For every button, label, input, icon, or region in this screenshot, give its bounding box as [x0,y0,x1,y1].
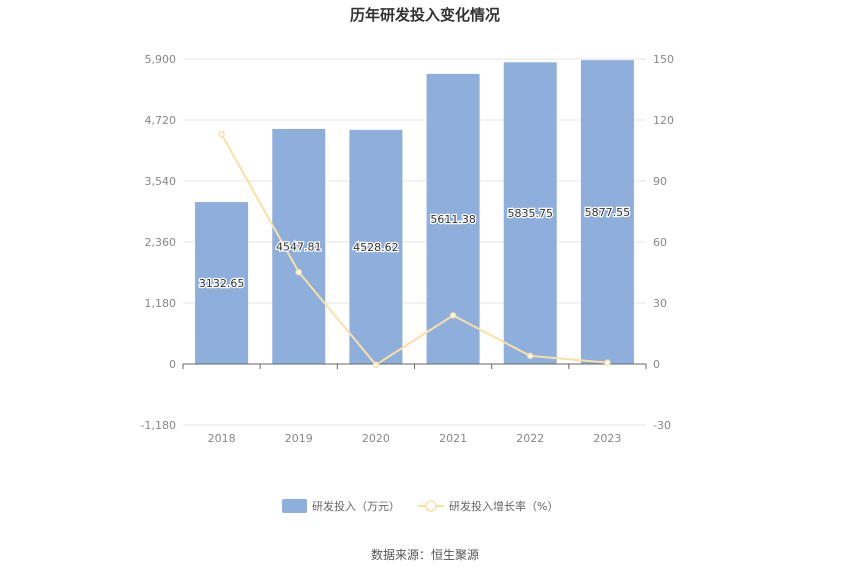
y-left-tick-label: 5,900 [145,53,177,66]
zero-axis-line [182,363,647,369]
x-tick-label: 2021 [439,432,467,445]
bar-series [195,60,634,364]
growth-line [220,133,608,367]
y-left-tick-label: 3,540 [145,175,177,188]
bar-data-label: 5877.55 [585,206,631,219]
line-point[interactable] [295,268,302,276]
legend-line-label: 研发投入增长率（%） [449,499,558,513]
line-point[interactable] [372,361,380,369]
x-tick-label: 2019 [285,432,313,445]
bar[interactable] [580,60,634,364]
x-tick-label: 2020 [362,432,390,445]
y-right-tick-label: 150 [653,53,674,66]
left-axis: -1,180 0 1,180 2,360 3,540 4,720 5,900 [141,53,176,432]
y-left-tick-label: 4,720 [145,114,177,127]
y-right-tick-label: 60 [653,236,667,249]
legend-bar-swatch [282,499,307,513]
bar[interactable] [503,62,557,364]
grid [183,58,646,426]
bar-data-label: 4528.62 [353,241,399,254]
legend: 研发投入（万元） 研发投入增长率（%） [282,499,558,513]
x-tick-label: 2018 [208,432,236,445]
x-tick-label: 2023 [593,432,621,445]
line-point[interactable] [604,359,611,366]
x-tick-label: 2022 [516,432,544,445]
y-right-tick-label: -30 [653,419,671,432]
line-point[interactable] [449,312,457,319]
line-point[interactable] [218,130,225,138]
y-left-tick-label: 2,360 [145,236,177,249]
legend-line-marker [425,500,437,512]
legend-item-line[interactable]: 研发投入增长率（%） [418,499,558,513]
bar-labels: 3132.65 4547.81 4528.62 5611.38 5835.75 5877.… [198,205,632,291]
y-left-tick-label: 0 [169,358,176,371]
legend-item-bar[interactable]: 研发投入（万元） [282,499,400,513]
bar-data-label: 5611.38 [430,213,476,226]
y-right-tick-label: 120 [653,114,674,127]
x-axis: 2018 2019 2020 2021 2022 2023 [208,432,622,445]
y-left-tick-label: -1,180 [141,419,176,432]
y-right-tick-label: 30 [653,297,667,310]
legend-bar-label: 研发投入（万元） [312,499,400,513]
y-left-tick-label: 1,180 [145,297,177,310]
line-point[interactable] [527,352,534,360]
bar[interactable] [195,202,249,364]
bar-data-label: 4547.81 [276,240,322,253]
data-source: 数据来源：恒生聚源 [371,547,479,562]
bar[interactable] [272,128,326,364]
y-right-tick-label: 90 [653,175,667,188]
y-right-tick-label: 0 [653,358,660,371]
bar-data-label: 3132.65 [199,277,245,290]
line-series [218,130,611,369]
right-axis: -30 0 30 60 90 120 150 [653,53,674,432]
bar-data-label: 5835.75 [508,207,554,220]
bar[interactable] [349,129,403,364]
chart-title: 历年研发投入变化情况 [350,6,500,24]
